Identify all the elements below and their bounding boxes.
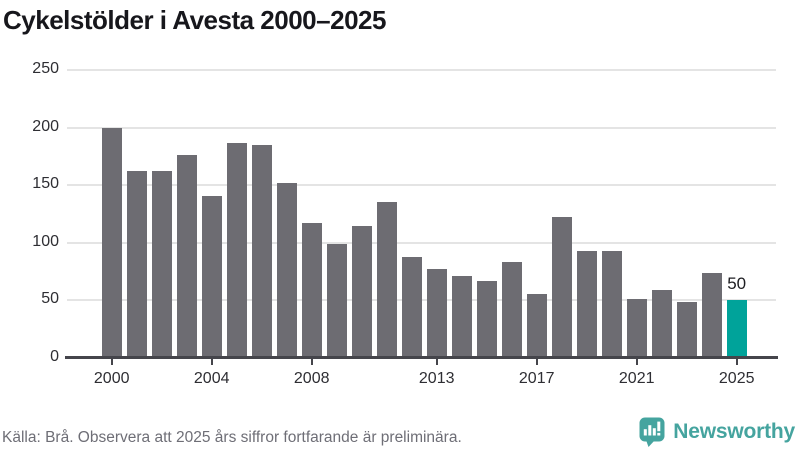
gridline [67,184,776,187]
bar [576,250,597,358]
newsworthy-bars-icon [639,417,665,447]
x-axis-label: 2025 [718,370,755,387]
brand-name: Newsworthy [673,420,795,443]
bar [476,280,497,358]
gridline [67,69,776,71]
bar [176,155,197,358]
bar [651,290,672,358]
y-axis-label: 100 [32,232,59,250]
x-axis-tick [735,359,738,365]
x-axis-label: 2000 [93,370,130,387]
y-axis-label: 200 [32,117,59,135]
brand-logo: Newsworthy [639,416,795,448]
x-axis-label: 2017 [518,370,555,387]
bar [426,269,447,358]
y-axis-label: 150 [32,175,59,193]
bar [126,171,147,358]
x-axis-tick [635,359,638,365]
gridline [67,126,776,129]
x-axis-tick [210,359,213,365]
bar [626,299,647,358]
bar [551,217,572,358]
bar-value-label: 50 [727,274,747,294]
y-axis-label: 250 [32,60,59,77]
plot-area: 0 50 100 150 200 250 2000 2004 2008 2013 2017 2021 2… [32,60,778,387]
chart-title: Cykelstölder i Avesta 2000–2025 [3,5,386,35]
bar [151,171,172,358]
bar [376,202,397,358]
bar [526,293,547,358]
y-axis-label: 50 [41,290,59,308]
bar [101,127,122,358]
bar [326,243,347,358]
x-axis-tick [110,359,113,365]
bar [501,262,522,358]
x-axis-tick [310,359,313,365]
bar [251,144,272,358]
source-note: Källa: Brå. Observera att 2025 års siffr… [2,429,462,446]
x-axis-tick [535,359,538,365]
x-axis-tick [435,359,438,365]
x-axis-label: 2021 [618,370,655,387]
bar [701,272,722,358]
gridline [67,241,776,244]
bar [601,250,622,358]
x-axis-line [65,356,778,359]
bar [726,300,747,358]
bar [226,142,247,358]
bar [301,223,322,358]
x-axis-label: 2008 [293,370,330,387]
bar [451,276,472,358]
bar [276,182,297,358]
x-axis-label: 2013 [418,370,455,387]
bar [676,301,697,358]
bar [401,256,422,358]
bar [201,195,222,358]
x-axis-label: 2004 [193,370,230,387]
y-axis-label: 0 [50,348,59,365]
bar [351,225,372,358]
